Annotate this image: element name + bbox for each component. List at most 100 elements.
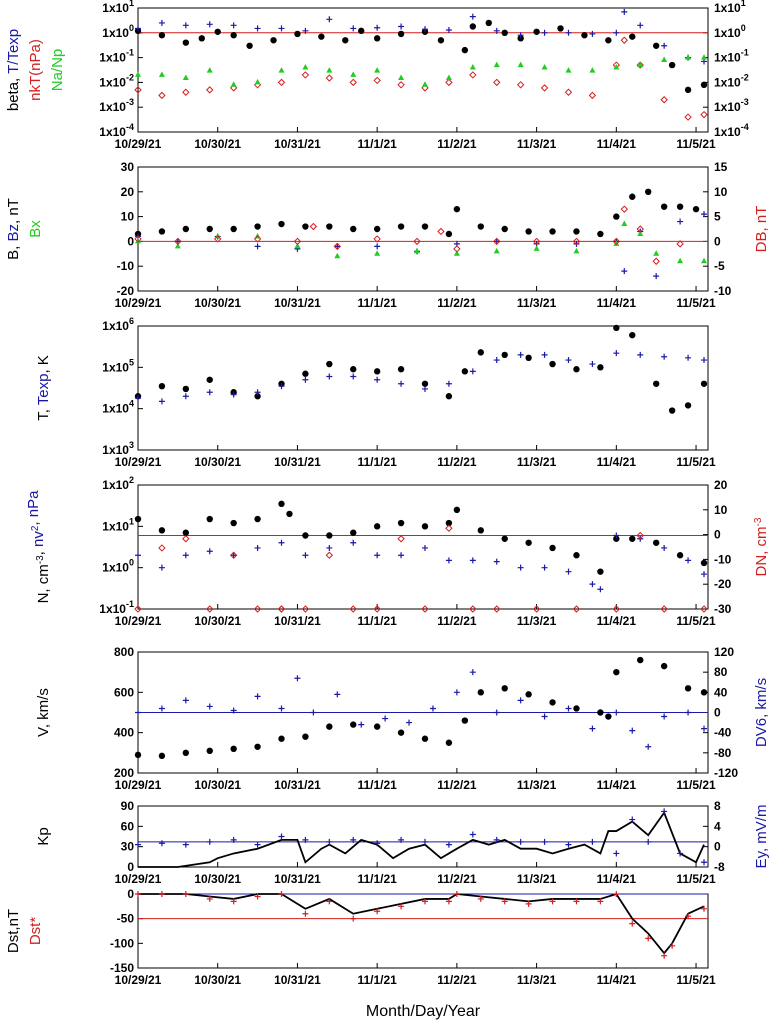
y2-tick-label: 1x10-3 (714, 97, 749, 114)
y2-tick-label: 0 (714, 840, 721, 854)
data-point (493, 237, 501, 246)
x-tick-label: 11/4/21 (597, 872, 637, 886)
label-part: Bx (27, 220, 44, 238)
y-tick-label: 30 (121, 160, 135, 174)
data-point (374, 67, 381, 73)
data-point (477, 223, 484, 230)
data-point (373, 225, 381, 233)
data-point (613, 668, 620, 676)
data-point (700, 81, 708, 89)
y2-tick-label: 10 (714, 503, 728, 517)
x-tick-label: 11/2/21 (437, 973, 477, 987)
y-axis-label: N, cm-3, nv2, nPa (25, 490, 52, 604)
data-point (135, 25, 141, 32)
data-point (613, 535, 620, 542)
y-axis-label-3: Bx (27, 220, 44, 238)
data-point (445, 393, 453, 400)
data-point (701, 357, 708, 364)
y2-tick-label: 40 (714, 685, 728, 699)
y-tick-label: 1x101 (102, 0, 134, 15)
data-point (278, 891, 285, 897)
y-tick-label: 1x10-1 (99, 599, 134, 616)
data-point (230, 745, 237, 752)
label-part: DV6, km/s (753, 678, 770, 747)
data-point (254, 389, 261, 396)
data-point (398, 903, 405, 910)
data-point (629, 33, 636, 40)
tick-exponent: 1 (129, 0, 134, 8)
data-point (525, 539, 532, 546)
tick-base: 1x10 (102, 360, 129, 374)
data-point (158, 398, 165, 405)
y2-tick-label: 1x10-2 (714, 72, 749, 89)
data-point (501, 225, 508, 233)
data-point (350, 71, 357, 77)
tick-exponent: 0 (129, 558, 134, 568)
y-tick-label: 90 (121, 799, 135, 813)
data-point (629, 727, 636, 734)
data-point (278, 735, 285, 742)
data-point (406, 719, 413, 726)
data-point (652, 257, 660, 265)
y2-tick-label: 0 (714, 706, 721, 720)
x-tick-label: 10/31/21 (274, 778, 321, 792)
data-point (701, 571, 708, 578)
x-tick-label: 11/3/21 (517, 973, 557, 987)
data-point (685, 913, 692, 920)
data-point (437, 227, 445, 236)
label-part: , K (35, 355, 52, 373)
data-point (700, 110, 708, 119)
data-point (477, 689, 484, 696)
data-point (182, 88, 190, 96)
data-point (445, 524, 453, 532)
plot-frame (137, 7, 709, 133)
data-point (302, 223, 309, 230)
data-point (445, 898, 452, 905)
y-axis-label: beta, T/Texp (5, 29, 22, 111)
data-point (318, 33, 325, 40)
data-point (397, 223, 405, 230)
x-tick-label: 11/3/21 (517, 455, 557, 469)
data-point (629, 920, 636, 927)
y-tick-label: -20 (117, 284, 135, 298)
data-point (493, 709, 500, 716)
data-point (532, 237, 541, 246)
y-axis-label-3: Dst* (27, 917, 44, 946)
data-point (645, 743, 652, 750)
data-point (445, 74, 452, 81)
y2-axis-label: Ey, mV/m (753, 805, 770, 869)
data-point (445, 739, 453, 746)
y2-tick-label: -120 (714, 766, 738, 780)
data-point (493, 558, 500, 565)
data-point (270, 37, 277, 44)
data-point (469, 13, 476, 20)
data-point (421, 26, 428, 33)
y2-tick-label: -8 (714, 860, 725, 874)
data-point (182, 74, 189, 81)
data-point (398, 836, 405, 843)
data-point (397, 519, 405, 527)
x-tick-label: 11/5/21 (676, 778, 716, 792)
y2-tick-label: -20 (714, 577, 732, 591)
x-tick-label: 11/3/21 (517, 296, 557, 310)
data-point (685, 557, 692, 564)
x-tick-label: 10/31/21 (274, 455, 321, 469)
data-point (469, 605, 477, 613)
data-point (453, 891, 460, 897)
label-part: Ey, mV/m (753, 805, 770, 869)
data-point (692, 205, 700, 213)
data-point (326, 16, 333, 23)
data-point (206, 895, 213, 902)
data-point (333, 242, 342, 251)
tick-exponent: -3 (741, 97, 749, 107)
data-point (613, 850, 620, 857)
y-tick-label: 1x101 (102, 516, 134, 533)
tick-exponent: 0 (129, 23, 134, 33)
x-tick-label: 11/3/21 (517, 137, 557, 151)
tick-base: 1x10 (714, 26, 741, 40)
label-part: , nT (5, 198, 22, 224)
data-point (613, 63, 620, 70)
data-point (229, 84, 238, 92)
data-point (350, 25, 357, 32)
data-point (302, 910, 309, 917)
